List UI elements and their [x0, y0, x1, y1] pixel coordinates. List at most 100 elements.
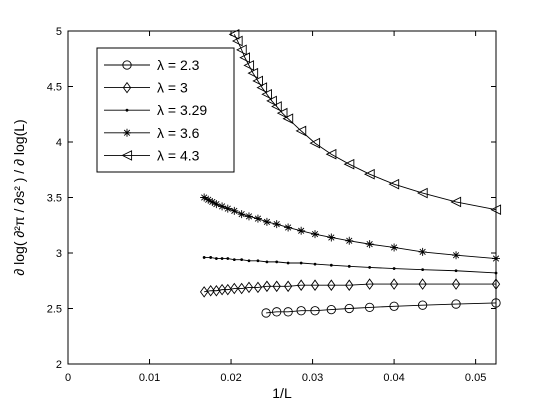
- asterisk-marker: [212, 200, 221, 209]
- asterisk-marker: [244, 212, 253, 221]
- dot-marker: [265, 260, 269, 264]
- asterisk-marker: [253, 214, 262, 223]
- y-tick-label: 4.5: [47, 82, 62, 94]
- legend-item: λ = 2.3: [104, 57, 200, 73]
- asterisk-marker: [272, 220, 281, 229]
- legend-label: λ = 3: [157, 80, 188, 96]
- triangle-left-marker: [282, 113, 294, 125]
- triangle-left-marker: [266, 95, 277, 107]
- dot-marker: [329, 263, 333, 267]
- x-tick-label: 0: [65, 372, 71, 384]
- dot-marker: [214, 257, 218, 260]
- series-line: [203, 197, 497, 259]
- circle-marker: [344, 303, 354, 314]
- triangle-left-marker: [309, 137, 321, 149]
- legend-item: λ = 3.29: [104, 102, 207, 118]
- dot-marker: [421, 268, 425, 272]
- dot-marker: [275, 260, 279, 264]
- asterisk-marker: [223, 204, 232, 213]
- dot-marker: [299, 261, 303, 265]
- asterisk-marker: [204, 195, 213, 204]
- dot-marker: [226, 257, 230, 260]
- legend-label: λ = 3.6: [157, 125, 200, 141]
- x-tick-label: 0.05: [465, 372, 486, 384]
- plot-marks: [199, 29, 502, 318]
- asterisk-marker: [237, 210, 246, 219]
- y-tick-label: 2.5: [47, 304, 62, 316]
- triangle-left-marker: [276, 107, 288, 119]
- dot-marker: [240, 258, 244, 262]
- x-tick-label: 0.03: [302, 372, 323, 384]
- diamond-marker: [244, 281, 254, 294]
- triangle-left-marker: [364, 168, 375, 180]
- diamond-marker: [253, 281, 263, 294]
- x-axis-label: 1/L: [272, 385, 292, 401]
- circle-marker: [122, 60, 132, 70]
- diamond-marker: [418, 278, 427, 290]
- y-axis-ticks: 2 2.5 3 3.5 4 4.5 5: [47, 26, 496, 371]
- asterisk-marker: [218, 202, 227, 211]
- diamond-marker: [217, 283, 227, 296]
- y-tick-label: 3.5: [47, 193, 62, 205]
- circle-marker: [389, 301, 399, 311]
- asterisk-marker: [418, 247, 427, 256]
- circle-marker: [272, 307, 282, 317]
- triangle-left-marker: [243, 60, 255, 71]
- asterisk-marker: [297, 226, 306, 235]
- diamond-marker: [223, 283, 232, 296]
- x-axis-ticks: 0 0.01 0.02 0.03 0.04 0.05: [65, 31, 486, 384]
- series-2: [199, 278, 501, 298]
- y-tick-label: 3: [56, 248, 62, 260]
- y-axis-label: ∂ log( ∂²π / ∂s² ) / ∂ log(L): [11, 119, 27, 275]
- legend-item: λ = 3.6: [104, 125, 200, 141]
- dot-marker: [313, 262, 317, 266]
- diamond-marker: [389, 278, 399, 290]
- diamond-marker: [206, 284, 215, 297]
- asterisk-marker: [230, 206, 239, 215]
- asterisk-marker: [208, 197, 217, 206]
- asterisk-marker: [200, 193, 209, 202]
- diamond-marker: [272, 280, 281, 293]
- diamond-marker: [345, 279, 354, 291]
- triangle-left-marker: [121, 150, 133, 161]
- legend-label: λ = 3.29: [157, 102, 207, 118]
- legend-item: λ = 4.3: [104, 147, 200, 163]
- x-tick-label: 0.02: [220, 372, 241, 384]
- diamond-marker: [297, 279, 306, 291]
- dot-marker: [232, 258, 236, 262]
- diamond-marker: [237, 282, 246, 295]
- series-5: [228, 29, 502, 216]
- dot-marker: [454, 269, 458, 273]
- triangle-left-marker: [252, 75, 264, 87]
- diamond-marker: [122, 81, 132, 94]
- triangle-left-marker: [236, 44, 247, 56]
- circle-marker: [417, 300, 428, 310]
- dot-marker: [368, 266, 372, 269]
- diamond-marker: [327, 279, 336, 291]
- asterisk-marker: [327, 233, 336, 242]
- diamond-marker: [262, 280, 272, 293]
- triangle-left-marker: [325, 148, 337, 160]
- diamond-marker: [310, 279, 320, 291]
- series-3: [202, 256, 498, 275]
- series-1: [261, 298, 501, 318]
- triangle-left-marker: [388, 178, 400, 190]
- series-line: [233, 34, 497, 211]
- asterisk-marker: [262, 217, 271, 226]
- diamond-marker: [283, 280, 293, 293]
- triangle-left-marker: [417, 187, 428, 199]
- triangle-left-marker: [271, 101, 282, 112]
- y-tick-label: 5: [56, 26, 62, 38]
- circle-marker: [310, 306, 320, 316]
- triangle-left-marker: [228, 29, 240, 40]
- y-tick-label: 4: [56, 137, 62, 149]
- circle-marker: [451, 299, 461, 309]
- dot-marker: [220, 257, 224, 260]
- diamond-marker: [365, 278, 374, 290]
- dot-marker: [247, 259, 251, 263]
- legend-label: λ = 4.3: [157, 147, 200, 163]
- triangle-left-marker: [261, 88, 272, 100]
- triangle-left-marker: [256, 82, 268, 93]
- diamond-marker: [451, 278, 461, 290]
- series-line: [266, 302, 497, 314]
